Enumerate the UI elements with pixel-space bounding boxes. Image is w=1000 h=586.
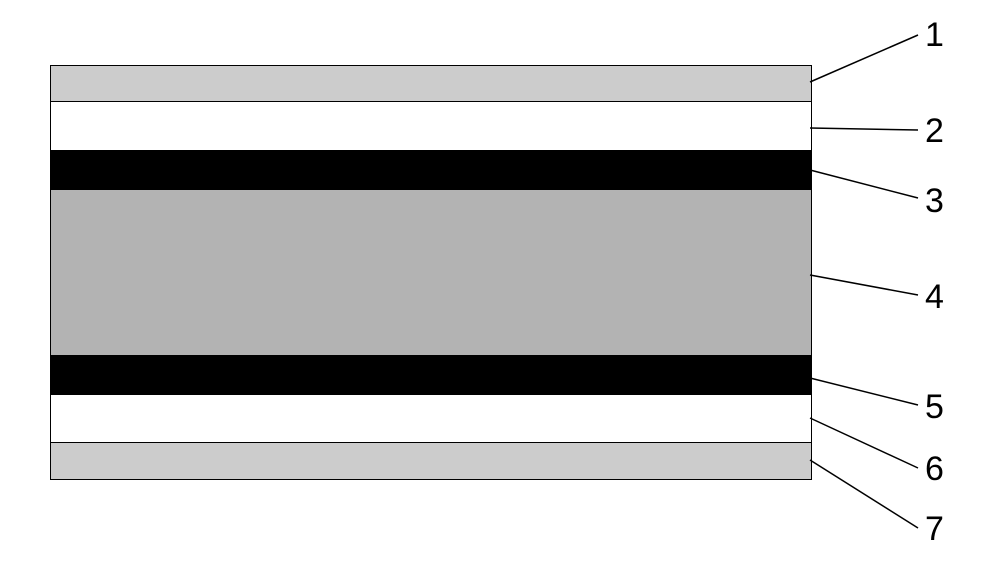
layer-6	[51, 395, 811, 443]
layer-2	[51, 102, 811, 150]
layer-3	[51, 150, 811, 190]
label-6: 6	[925, 450, 944, 489]
label-3: 3	[925, 182, 944, 221]
leader-5	[810, 378, 918, 405]
layer-7	[51, 443, 811, 479]
label-5: 5	[925, 388, 944, 427]
label-4: 4	[925, 278, 944, 317]
leader-4	[810, 275, 918, 295]
leader-7	[810, 460, 918, 528]
leader-3	[810, 170, 918, 198]
leader-2	[810, 128, 918, 130]
leader-1	[810, 35, 918, 82]
label-7: 7	[925, 510, 944, 549]
layer-stack	[50, 65, 812, 480]
label-2: 2	[925, 112, 944, 151]
label-1: 1	[925, 16, 944, 55]
layer-5	[51, 355, 811, 395]
layer-1	[51, 66, 811, 102]
layer-4	[51, 190, 811, 355]
leader-6	[810, 418, 918, 468]
